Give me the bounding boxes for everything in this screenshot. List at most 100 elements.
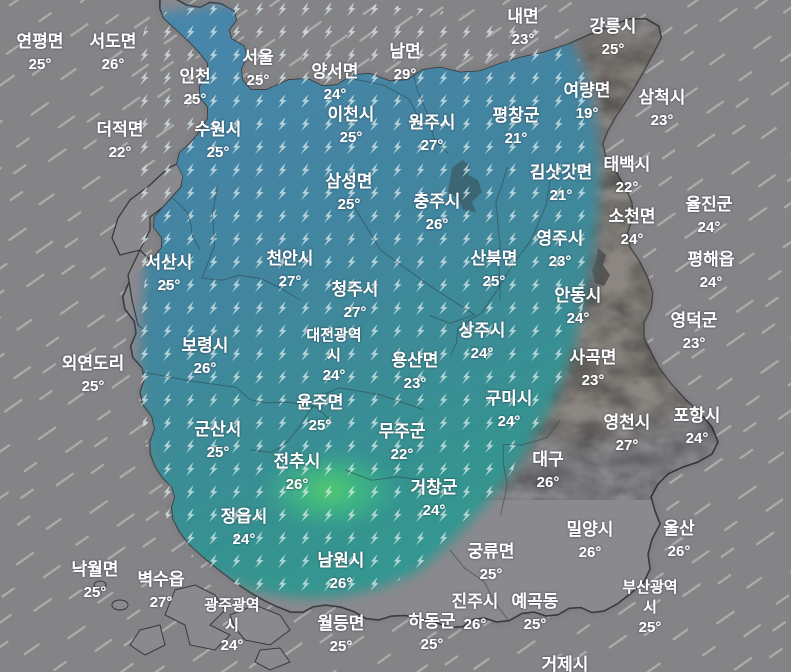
svg-text:진주시: 진주시 xyxy=(452,592,499,611)
svg-text:부산광역: 부산광역 xyxy=(622,578,677,596)
svg-text:23°: 23° xyxy=(582,372,605,389)
svg-text:시: 시 xyxy=(225,617,239,634)
svg-text:용산면: 용산면 xyxy=(392,351,439,370)
svg-text:청주시: 청주시 xyxy=(332,279,379,299)
svg-text:태백시: 태백시 xyxy=(604,155,651,174)
svg-text:외연도리: 외연도리 xyxy=(62,354,125,373)
svg-text:거창군: 거창군 xyxy=(411,478,458,497)
svg-text:24°: 24° xyxy=(698,219,721,236)
svg-text:24°: 24° xyxy=(324,86,347,103)
svg-text:23°: 23° xyxy=(651,112,674,129)
svg-text:23°: 23° xyxy=(683,335,706,352)
svg-text:월등면: 월등면 xyxy=(318,614,365,633)
svg-text:25°: 25° xyxy=(207,144,230,161)
svg-text:원주시: 원주시 xyxy=(409,113,456,132)
svg-text:24°: 24° xyxy=(567,310,590,327)
svg-text:27°: 27° xyxy=(150,594,173,611)
svg-text:23°: 23° xyxy=(512,31,535,48)
svg-text:수원시: 수원시 xyxy=(195,120,242,139)
svg-text:낙월면: 낙월면 xyxy=(72,560,119,579)
svg-text:소천면: 소천면 xyxy=(609,207,656,226)
svg-text:남면: 남면 xyxy=(389,42,420,61)
svg-text:25°: 25° xyxy=(247,72,270,89)
svg-text:25°: 25° xyxy=(338,196,361,213)
svg-text:25°: 25° xyxy=(340,129,363,146)
svg-text:김삿갓면: 김삿갓면 xyxy=(530,163,593,182)
svg-text:영덕군: 영덕군 xyxy=(671,311,718,330)
svg-text:23°: 23° xyxy=(549,253,572,270)
svg-text:정읍시: 정읍시 xyxy=(221,507,268,526)
svg-text:26°: 26° xyxy=(426,216,449,233)
svg-text:25°: 25° xyxy=(421,636,444,653)
svg-text:이천시: 이천시 xyxy=(328,105,375,124)
svg-text:25°: 25° xyxy=(207,444,230,461)
svg-text:27°: 27° xyxy=(616,437,639,454)
svg-text:사곡면: 사곡면 xyxy=(570,348,617,367)
svg-text:서도면: 서도면 xyxy=(90,32,137,51)
svg-text:22°: 22° xyxy=(109,144,132,161)
svg-text:21°: 21° xyxy=(550,187,573,204)
svg-text:25°: 25° xyxy=(184,91,207,108)
svg-text:24°: 24° xyxy=(621,231,644,248)
svg-text:25°: 25° xyxy=(639,619,662,636)
svg-text:무주군: 무주군 xyxy=(379,422,426,441)
svg-text:25°: 25° xyxy=(483,273,506,290)
svg-text:26°: 26° xyxy=(102,56,125,73)
svg-text:24°: 24° xyxy=(221,637,244,654)
svg-text:울산: 울산 xyxy=(663,519,695,538)
svg-text:서산시: 서산시 xyxy=(146,253,193,272)
svg-text:여량면: 여량면 xyxy=(564,81,611,100)
svg-text:상주시: 상주시 xyxy=(459,321,506,340)
svg-text:영주시: 영주시 xyxy=(537,229,584,248)
svg-text:25°: 25° xyxy=(524,616,547,633)
svg-text:예곡동: 예곡동 xyxy=(512,592,559,611)
svg-text:25°: 25° xyxy=(330,638,353,655)
svg-text:24°: 24° xyxy=(423,502,446,519)
svg-text:21°: 21° xyxy=(505,130,528,147)
svg-text:25°: 25° xyxy=(602,41,625,58)
svg-text:25°: 25° xyxy=(158,277,181,294)
svg-text:삼척시: 삼척시 xyxy=(639,88,686,107)
svg-text:29°: 29° xyxy=(394,66,417,83)
svg-text:벽수읍: 벽수읍 xyxy=(138,570,185,589)
svg-text:26°: 26° xyxy=(668,543,691,560)
svg-text:산북면: 산북면 xyxy=(471,249,518,268)
svg-text:24°: 24° xyxy=(700,274,723,291)
svg-text:25°: 25° xyxy=(82,378,105,395)
svg-text:26°: 26° xyxy=(579,544,602,561)
svg-text:천안시: 천안시 xyxy=(267,249,314,268)
svg-text:충주시: 충주시 xyxy=(414,192,461,211)
svg-text:25°: 25° xyxy=(29,56,52,73)
svg-text:22°: 22° xyxy=(391,446,414,463)
svg-text:윤주면: 윤주면 xyxy=(297,393,344,412)
svg-text:24°: 24° xyxy=(498,413,521,430)
svg-text:24°: 24° xyxy=(323,367,346,384)
svg-text:강릉시: 강릉시 xyxy=(590,17,637,36)
svg-text:인천: 인천 xyxy=(179,67,210,86)
svg-text:전추시: 전추시 xyxy=(274,452,321,471)
svg-text:영천시: 영천시 xyxy=(604,413,651,432)
svg-text:대전광역: 대전광역 xyxy=(306,326,361,344)
svg-text:거제시: 거제시 xyxy=(542,655,589,672)
svg-text:서울: 서울 xyxy=(242,48,274,67)
svg-text:27°: 27° xyxy=(421,137,444,154)
svg-text:평해읍: 평해읍 xyxy=(688,250,735,269)
svg-text:보령시: 보령시 xyxy=(182,335,229,355)
svg-text:25°: 25° xyxy=(84,584,107,601)
svg-text:내면: 내면 xyxy=(507,7,538,26)
svg-text:연평면: 연평면 xyxy=(17,32,64,51)
svg-text:24°: 24° xyxy=(686,430,709,447)
svg-text:26°: 26° xyxy=(464,616,487,633)
svg-text:27°: 27° xyxy=(344,304,367,321)
svg-text:안동시: 안동시 xyxy=(555,286,602,305)
svg-text:25°: 25° xyxy=(309,417,332,434)
svg-text:구미시: 구미시 xyxy=(486,389,533,408)
svg-text:시: 시 xyxy=(643,599,657,616)
svg-text:26°: 26° xyxy=(330,575,353,592)
svg-text:24°: 24° xyxy=(233,531,256,548)
svg-text:26°: 26° xyxy=(286,476,309,493)
svg-text:남원시: 남원시 xyxy=(318,551,365,570)
svg-text:광주광역: 광주광역 xyxy=(204,596,259,614)
svg-text:24°: 24° xyxy=(471,345,494,362)
svg-text:궁류면: 궁류면 xyxy=(468,542,515,561)
